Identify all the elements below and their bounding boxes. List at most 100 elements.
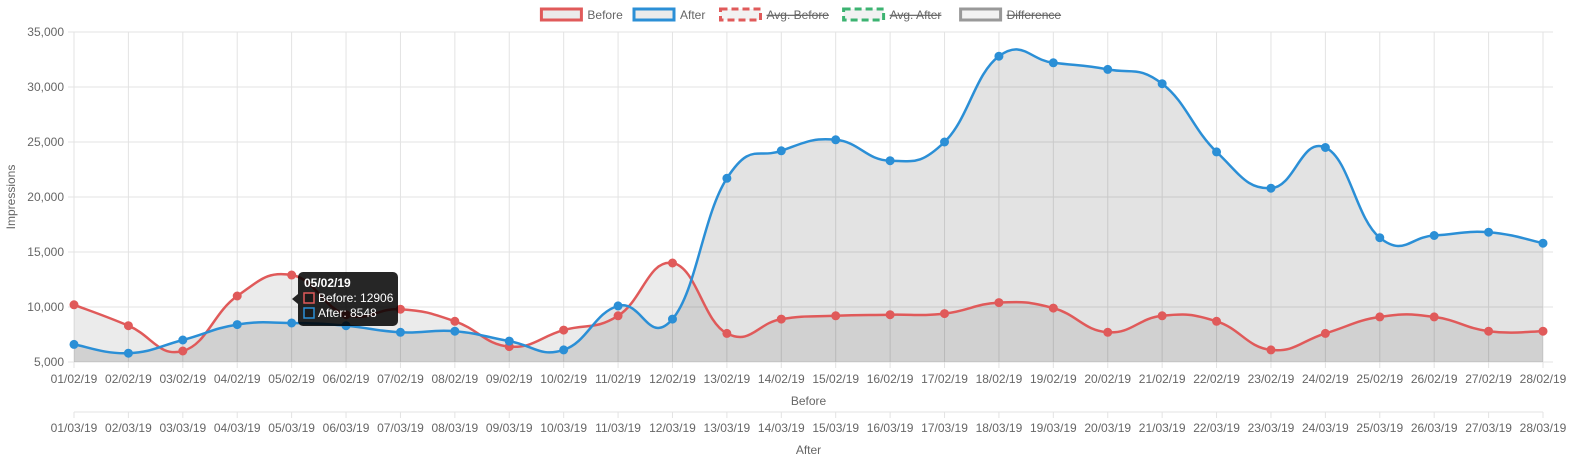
after-data-point[interactable] xyxy=(722,173,732,183)
x-tick-label-after: 13/03/19 xyxy=(704,421,751,435)
before-data-point[interactable] xyxy=(1429,312,1439,322)
before-data-point[interactable] xyxy=(1375,312,1385,322)
after-data-point[interactable] xyxy=(667,314,677,324)
after-data-point[interactable] xyxy=(1048,58,1058,68)
y-tick-label: 35,000 xyxy=(27,25,64,39)
after-data-point[interactable] xyxy=(776,146,786,156)
x-tick-label-before: 08/02/19 xyxy=(431,372,478,386)
x-tick-label-before: 04/02/19 xyxy=(214,372,261,386)
after-data-point[interactable] xyxy=(1103,64,1113,74)
legend-item-before[interactable]: Before xyxy=(539,7,623,22)
tooltip-caret xyxy=(292,294,298,304)
legend-label: Before xyxy=(587,8,623,22)
after-data-point[interactable] xyxy=(559,345,569,355)
x-tick-label-after: 25/03/19 xyxy=(1356,421,1403,435)
after-data-point[interactable] xyxy=(287,318,297,328)
after-data-point[interactable] xyxy=(994,51,1004,61)
before-data-point[interactable] xyxy=(1266,345,1276,355)
before-data-point[interactable] xyxy=(885,310,895,320)
x-tick-label-before: 21/02/19 xyxy=(1139,372,1186,386)
before-data-point[interactable] xyxy=(1157,311,1167,321)
legend-swatch xyxy=(719,7,762,22)
tooltip-swatch xyxy=(303,292,315,304)
before-data-point[interactable] xyxy=(287,270,297,280)
y-tick-label: 15,000 xyxy=(27,245,64,259)
tooltip-item: Before: 12906 xyxy=(318,291,394,305)
after-data-point[interactable] xyxy=(450,326,460,336)
legend-item-avg-before[interactable]: Avg. Before xyxy=(719,7,830,22)
x-tick-label-after: 24/03/19 xyxy=(1302,421,1349,435)
x-tick-label-after: 21/03/19 xyxy=(1139,421,1186,435)
x-tick-label-before: 22/02/19 xyxy=(1193,372,1240,386)
tooltip-box xyxy=(298,272,398,326)
before-data-point[interactable] xyxy=(613,311,623,321)
after-data-point[interactable] xyxy=(178,335,188,345)
after-data-point[interactable] xyxy=(885,156,895,166)
after-data-point[interactable] xyxy=(69,339,79,349)
after-data-point[interactable] xyxy=(940,137,950,147)
after-data-point[interactable] xyxy=(1375,233,1385,243)
after-data-point[interactable] xyxy=(831,135,841,145)
legend-item-difference[interactable]: Difference xyxy=(959,7,1062,22)
after-data-point[interactable] xyxy=(1212,147,1222,157)
x-tick-label-before: 10/02/19 xyxy=(540,372,587,386)
x-tick-label-after: 10/03/19 xyxy=(540,421,587,435)
before-data-point[interactable] xyxy=(776,314,786,324)
after-data-point[interactable] xyxy=(1429,231,1439,240)
x-tick-label-before: 14/02/19 xyxy=(758,372,805,386)
y-tick-label: 5,000 xyxy=(34,355,64,369)
x-tick-label-before: 19/02/19 xyxy=(1030,372,1077,386)
after-data-point[interactable] xyxy=(1266,183,1276,193)
before-data-point[interactable] xyxy=(1048,303,1058,313)
after-data-point[interactable] xyxy=(1484,227,1494,237)
x-tick-label-after: 02/03/19 xyxy=(105,421,152,435)
before-data-point[interactable] xyxy=(1103,327,1113,337)
x-tick-label-before: 07/02/19 xyxy=(377,372,424,386)
before-data-point[interactable] xyxy=(1484,326,1494,336)
after-data-point[interactable] xyxy=(123,348,133,358)
x-tick-label-after: 19/03/19 xyxy=(1030,421,1077,435)
before-data-point[interactable] xyxy=(178,346,188,356)
after-data-point[interactable] xyxy=(613,301,623,311)
x-tick-label-after: 01/03/19 xyxy=(51,421,98,435)
before-data-point[interactable] xyxy=(450,316,460,326)
legend-item-avg-after[interactable]: Avg. After xyxy=(842,7,942,22)
before-data-point[interactable] xyxy=(1212,316,1222,326)
after-data-point[interactable] xyxy=(1538,238,1548,248)
x-tick-label-after: 22/03/19 xyxy=(1193,421,1240,435)
before-data-point[interactable] xyxy=(559,325,569,335)
before-data-point[interactable] xyxy=(722,328,732,338)
after-data-point[interactable] xyxy=(1157,79,1167,89)
x-tick-label-before: 20/02/19 xyxy=(1084,372,1131,386)
x-tick-label-after: 16/03/19 xyxy=(867,421,914,435)
x-tick-label-after: 08/03/19 xyxy=(431,421,478,435)
x-tick-label-after: 17/03/19 xyxy=(921,421,968,435)
after-data-point[interactable] xyxy=(232,320,242,330)
before-data-point[interactable] xyxy=(69,300,79,310)
x-tick-label-before: 03/02/19 xyxy=(159,372,206,386)
before-data-point[interactable] xyxy=(1320,328,1330,338)
x-tick-label-before: 13/02/19 xyxy=(704,372,751,386)
x-tick-label-before: 15/02/19 xyxy=(812,372,859,386)
before-data-point[interactable] xyxy=(667,258,677,268)
legend-label: Avg. Before xyxy=(767,8,830,22)
before-data-point[interactable] xyxy=(232,291,242,301)
legend-item-after[interactable]: After xyxy=(632,7,705,22)
before-data-point[interactable] xyxy=(940,309,950,319)
before-data-point[interactable] xyxy=(831,311,841,321)
y-tick-label: 10,000 xyxy=(27,300,64,314)
after-data-point[interactable] xyxy=(395,327,405,337)
before-data-point[interactable] xyxy=(994,298,1004,308)
x-tick-label-after: 03/03/19 xyxy=(159,421,206,435)
after-data-point[interactable] xyxy=(1320,143,1330,152)
x-tick-label-after: 27/03/19 xyxy=(1465,421,1512,435)
after-data-point[interactable] xyxy=(504,336,514,346)
x-tick-label-after: 12/03/19 xyxy=(649,421,696,435)
legend-label: Avg. After xyxy=(890,8,942,22)
x-tick-label-before: 05/02/19 xyxy=(268,372,315,386)
legend-swatch xyxy=(959,7,1003,22)
x-tick-label-before: 11/02/19 xyxy=(595,372,641,386)
before-data-point[interactable] xyxy=(1538,326,1548,336)
x-tick-label-before: 12/02/19 xyxy=(649,372,696,386)
before-data-point[interactable] xyxy=(123,321,133,331)
